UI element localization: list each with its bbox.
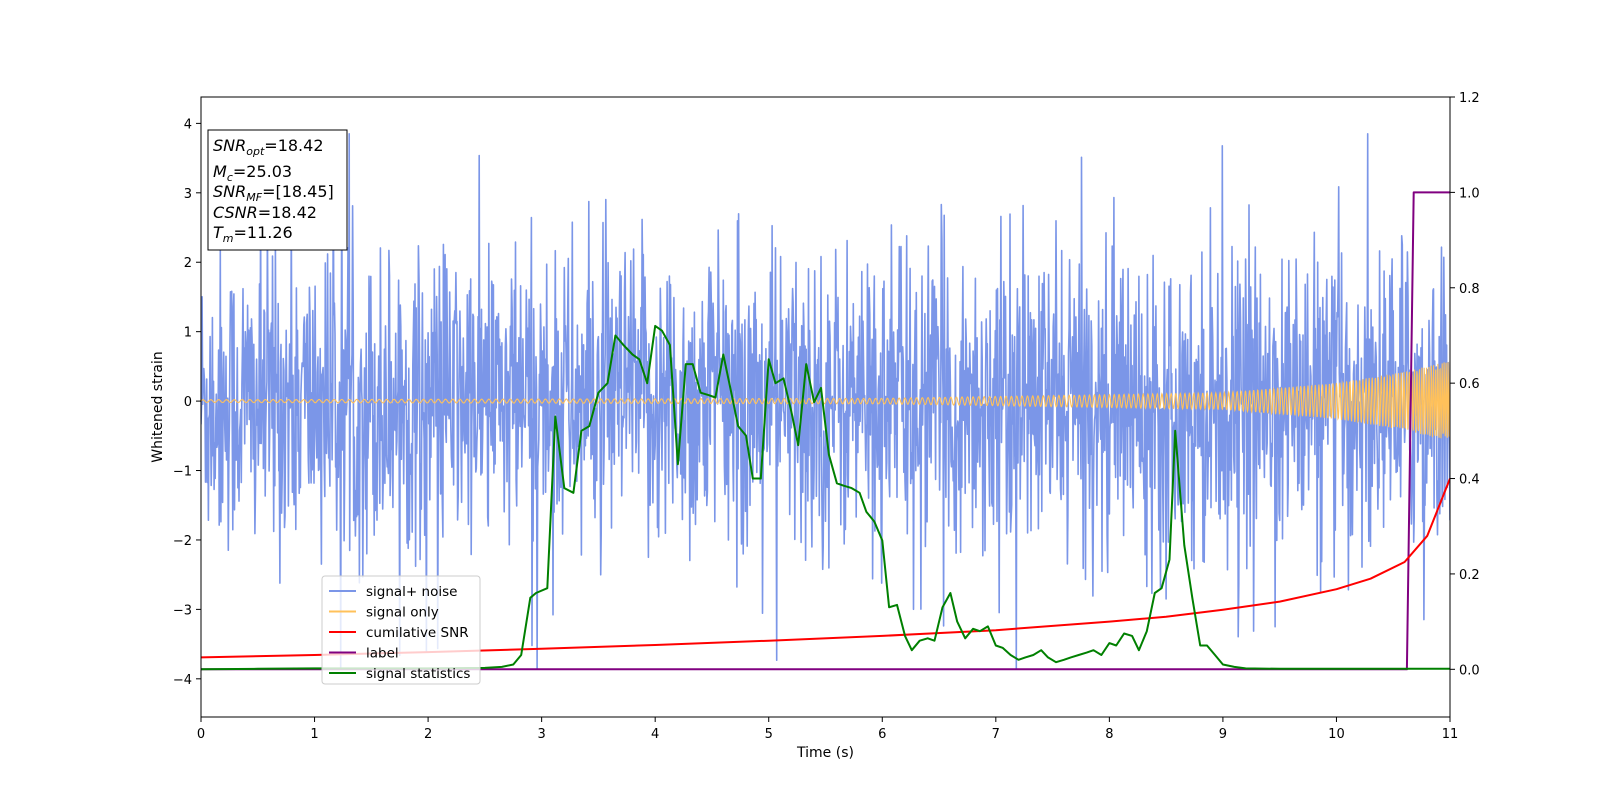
legend-entry: signal only: [366, 605, 439, 621]
y-tick-label: 4: [184, 117, 192, 132]
y2-tick-label: 0.4: [1459, 473, 1480, 488]
x-tick-label: 0: [197, 727, 205, 742]
legend-entry: signal statistics: [366, 666, 470, 682]
y-axis-label: Whitened strain: [150, 351, 166, 462]
annotation-line: CSNR=18.42: [213, 203, 317, 222]
y2-tick-label: 1.2: [1459, 91, 1480, 106]
legend-frame: [321, 575, 481, 685]
metrics-annotation: SNRopt=18.42 Mc=25.03SNRMF=[18.45]CSNR=18…: [207, 129, 348, 251]
series-signal-statistics: [201, 324, 1450, 671]
x-tick-label: 1: [310, 727, 318, 742]
x-tick-label: 11: [1442, 727, 1459, 742]
x-tick-label: 3: [537, 727, 545, 742]
series-label: [201, 191, 1450, 671]
y2-tick-label: 1.0: [1459, 186, 1480, 201]
annotation-line: SNRopt=18.42: [213, 136, 324, 158]
series-signal-only: [201, 360, 1450, 439]
y2-tick-label: 0.0: [1459, 663, 1480, 678]
y-tick-label: 0: [184, 395, 192, 410]
x-tick-label: 10: [1328, 727, 1345, 742]
y2-tick-label: 0.2: [1459, 568, 1480, 583]
annotation-line: SNRMF=[18.45]: [213, 182, 334, 204]
y2-tick-label: 0.8: [1459, 282, 1480, 297]
annotation-line: Tm=11.26: [213, 223, 293, 245]
x-tick-label: 8: [1105, 727, 1113, 742]
y-tick-label: −3: [173, 603, 192, 618]
series-cumulative-snr: [201, 478, 1450, 659]
y-tick-label: 2: [184, 256, 192, 271]
x-tick-label: 5: [765, 727, 773, 742]
y-tick-label: 3: [184, 187, 192, 202]
x-tick-label: 9: [1219, 727, 1227, 742]
legend-entry: signal+ noise: [366, 584, 457, 600]
ticks-layer: 0 1 2 3 4 5 6 7 8 9 10 11 −4 −3 −2 −1 0 1 2 3 4 0.0 0.2 0.4 0.6 0…: [173, 91, 1480, 742]
x-tick-label: 6: [878, 727, 886, 742]
legend-entry: label: [366, 646, 399, 662]
legend-entry: cumilative SNR: [366, 625, 469, 641]
y-tick-label: −4: [173, 673, 192, 688]
y-tick-label: 1: [184, 326, 192, 341]
series-layer: [201, 133, 1450, 671]
x-axis-label: Time (s): [796, 745, 854, 761]
x-tick-label: 4: [651, 727, 659, 742]
x-tick-label: 7: [992, 727, 1000, 742]
y2-tick-label: 0.6: [1459, 377, 1480, 392]
annotation-frame: [207, 129, 348, 251]
plot-frame: [200, 96, 1451, 718]
y-tick-label: −2: [173, 534, 192, 549]
annotation-line: Mc=25.03: [213, 162, 292, 184]
legend: signal+ noise signal only cumilative SNR la…: [321, 575, 481, 685]
y-tick-label: −1: [173, 465, 192, 480]
x-tick-label: 2: [424, 727, 432, 742]
series-signal-noise: [201, 133, 1450, 670]
